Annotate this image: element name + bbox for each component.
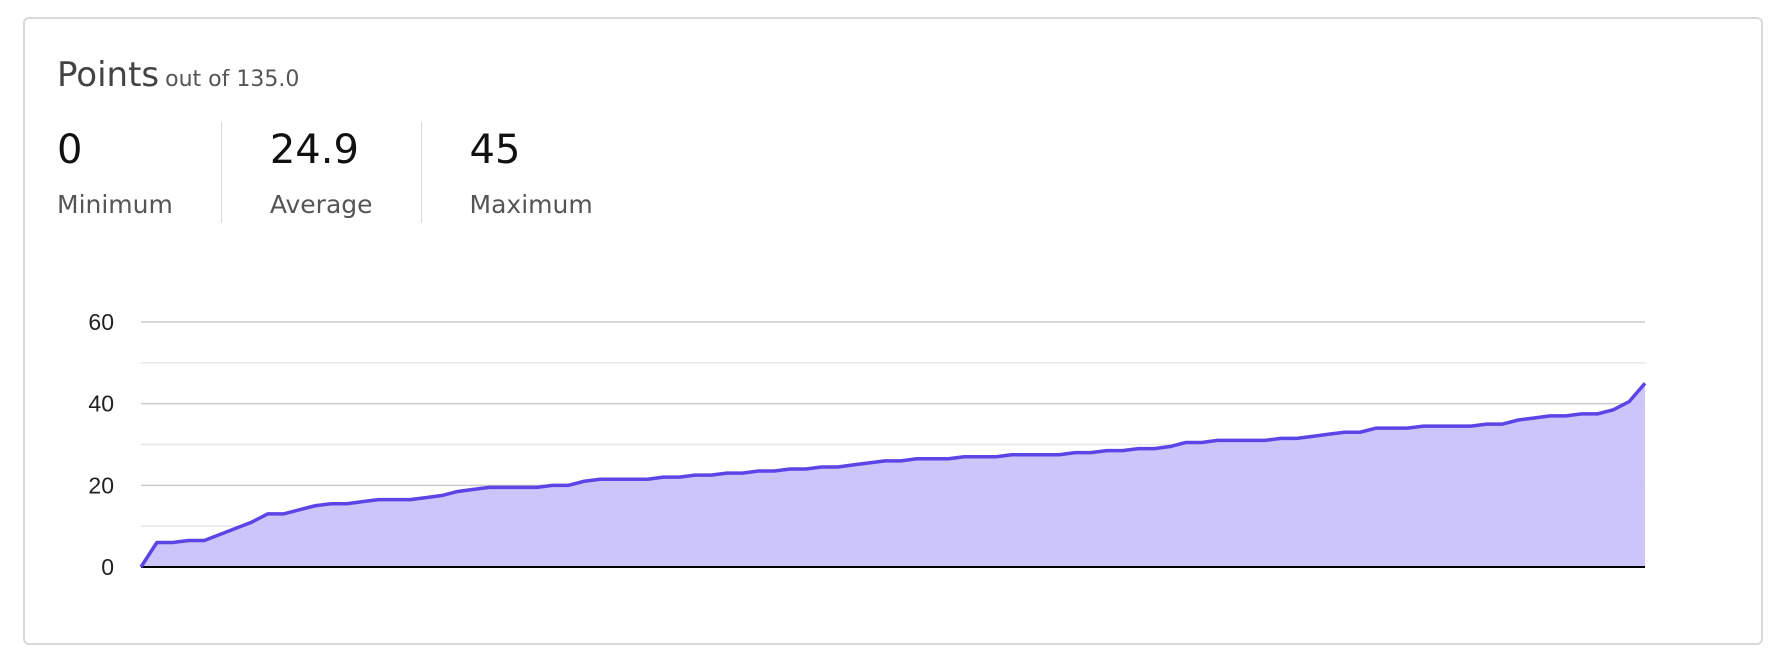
stat-minimum: 0 Minimum (57, 122, 221, 223)
card-subtitle: out of 135.0 (165, 67, 300, 92)
stat-average-label: Average (269, 190, 373, 219)
card-title: Points (57, 55, 160, 95)
series-area (141, 383, 1645, 567)
stats-row: 0 Minimum 24.9 Average 45 Maximum (57, 122, 641, 223)
card-header: Points out of 135.0 (57, 55, 299, 95)
y-tick-label: 20 (88, 472, 114, 498)
stat-average: 24.9 Average (220, 122, 421, 223)
stat-average-value: 24.9 (269, 127, 359, 173)
stat-maximum-value: 45 (469, 127, 521, 173)
y-tick-label: 40 (88, 391, 114, 417)
y-tick-label: 60 (88, 309, 114, 335)
y-tick-label: 0 (101, 554, 114, 580)
series-line (139, 382, 1647, 568)
stat-minimum-value: 0 (57, 127, 83, 173)
stat-maximum-label: Maximum (469, 190, 593, 219)
stat-maximum: 45 Maximum (420, 122, 641, 223)
stat-minimum-label: Minimum (57, 190, 173, 219)
